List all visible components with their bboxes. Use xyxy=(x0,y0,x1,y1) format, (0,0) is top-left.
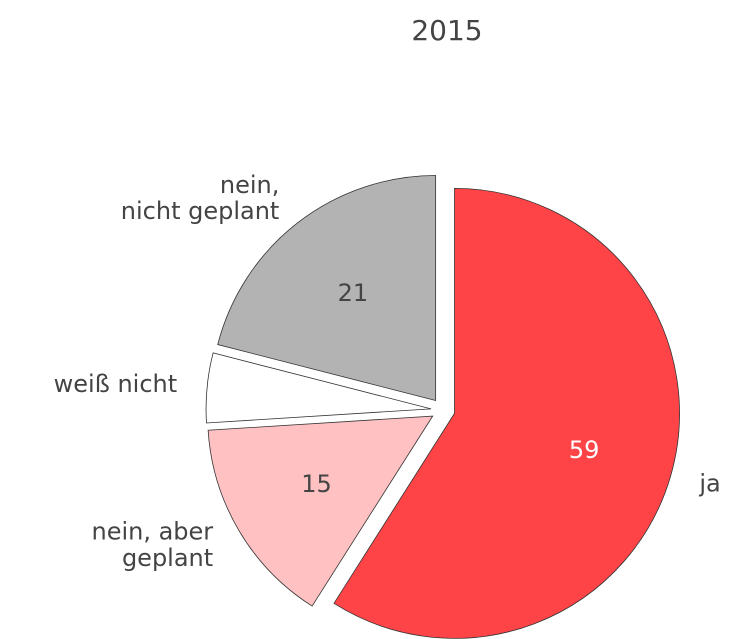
value-label: 59 xyxy=(569,436,600,464)
pie-slice xyxy=(217,175,437,402)
category-label: ja xyxy=(698,469,720,497)
value-label: 21 xyxy=(338,279,369,307)
category-label: nein, nicht geplant xyxy=(121,171,280,225)
pie-slice xyxy=(333,187,680,639)
chart-title: 2015 xyxy=(411,14,482,47)
pie-slice xyxy=(205,352,432,424)
category-label: weiß nicht xyxy=(54,370,178,398)
category-label: nein, aber geplant xyxy=(91,518,213,572)
value-label: 15 xyxy=(301,470,332,498)
pie-slice xyxy=(207,415,434,607)
